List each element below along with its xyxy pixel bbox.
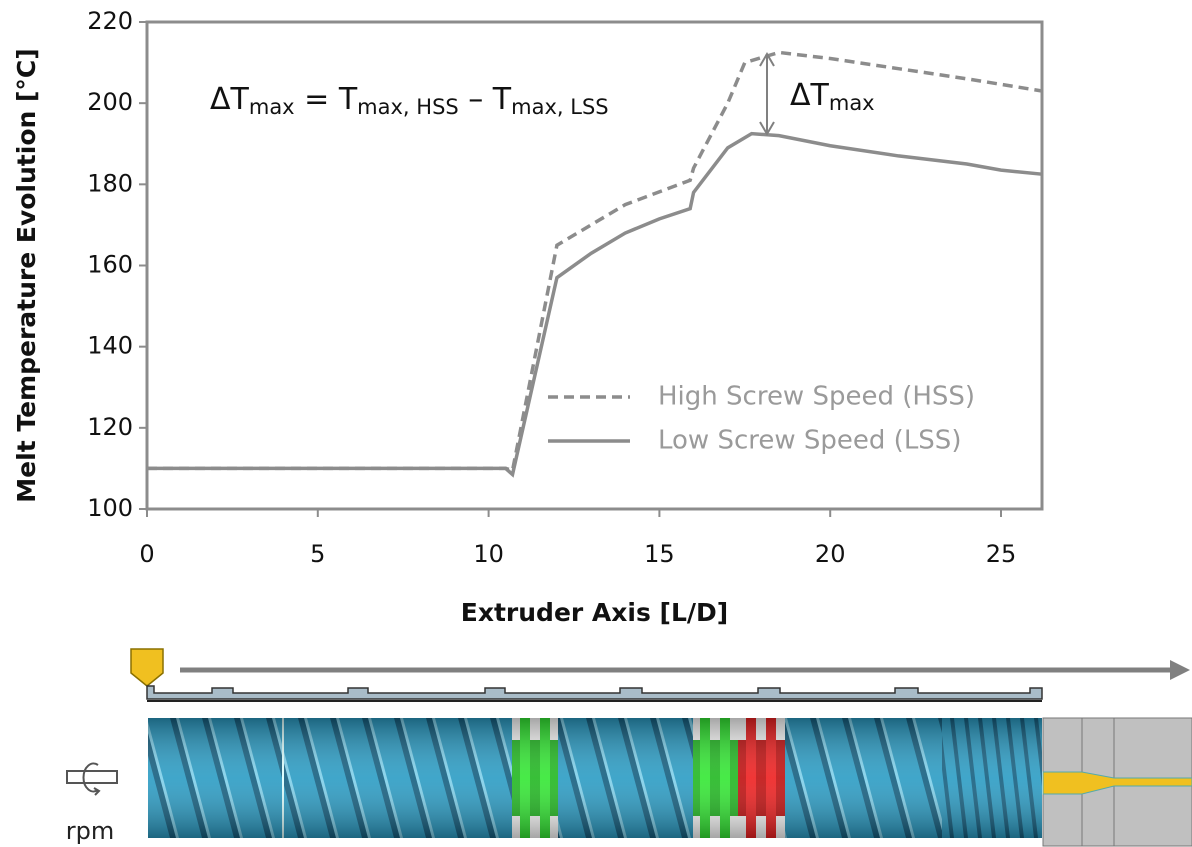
- plot-area: 100 120 140 160 180 200 220 0 5 10 15 20 25 Extruder …: [12, 7, 1044, 627]
- y-tick-label: 160: [87, 251, 133, 279]
- formula-annotation: ΔTmax = Tmax, HSS – Tmax, LSS: [210, 82, 609, 120]
- subscript: max, HSS: [357, 95, 459, 119]
- legend-label: High Screw Speed (HSS): [658, 382, 975, 412]
- x-axis-label: Extruder Axis [L/D]: [461, 598, 728, 627]
- subscript: max: [249, 95, 295, 119]
- x-tick-label: 20: [815, 540, 846, 568]
- subscript: max, LSS: [511, 95, 608, 119]
- series-line: [147, 131, 1043, 478]
- annotation-text: ΔT: [790, 78, 830, 113]
- x-tick-label: 5: [310, 540, 325, 568]
- barrel: [146, 685, 1043, 700]
- subscript: max: [829, 91, 875, 115]
- rpm-label: rpm: [66, 817, 114, 845]
- x-tick-label: 15: [644, 540, 675, 568]
- rotation-icon: [66, 762, 118, 796]
- die: [1042, 717, 1192, 847]
- y-tick-label: 100: [87, 494, 133, 522]
- y-tick-label: 140: [87, 332, 133, 360]
- y-tick-label: 180: [87, 169, 133, 197]
- flow-arrow-head: [1170, 660, 1190, 680]
- hopper: [130, 648, 164, 687]
- extruder-diagram: rpm: [66, 648, 1192, 847]
- x-tick-label: 25: [986, 540, 1017, 568]
- x-tick-label: 0: [139, 540, 154, 568]
- y-axis-label: Melt Temperature Evolution [°C]: [12, 48, 41, 502]
- legend-label: Low Screw Speed (LSS): [658, 426, 961, 456]
- delta-annotation: ΔTmax: [790, 78, 875, 116]
- y-tick-label: 220: [87, 7, 133, 35]
- series-line: [147, 50, 1043, 473]
- annotation-text: = T: [295, 82, 358, 117]
- x-tick-label: 10: [473, 540, 504, 568]
- delta-arrow-head: [759, 52, 775, 136]
- annotation-text: ΔT: [210, 82, 250, 117]
- annotation-text: – T: [459, 82, 512, 117]
- screw-shade: [148, 718, 1042, 838]
- y-tick-label: 200: [87, 88, 133, 116]
- y-tick-label: 120: [87, 413, 133, 441]
